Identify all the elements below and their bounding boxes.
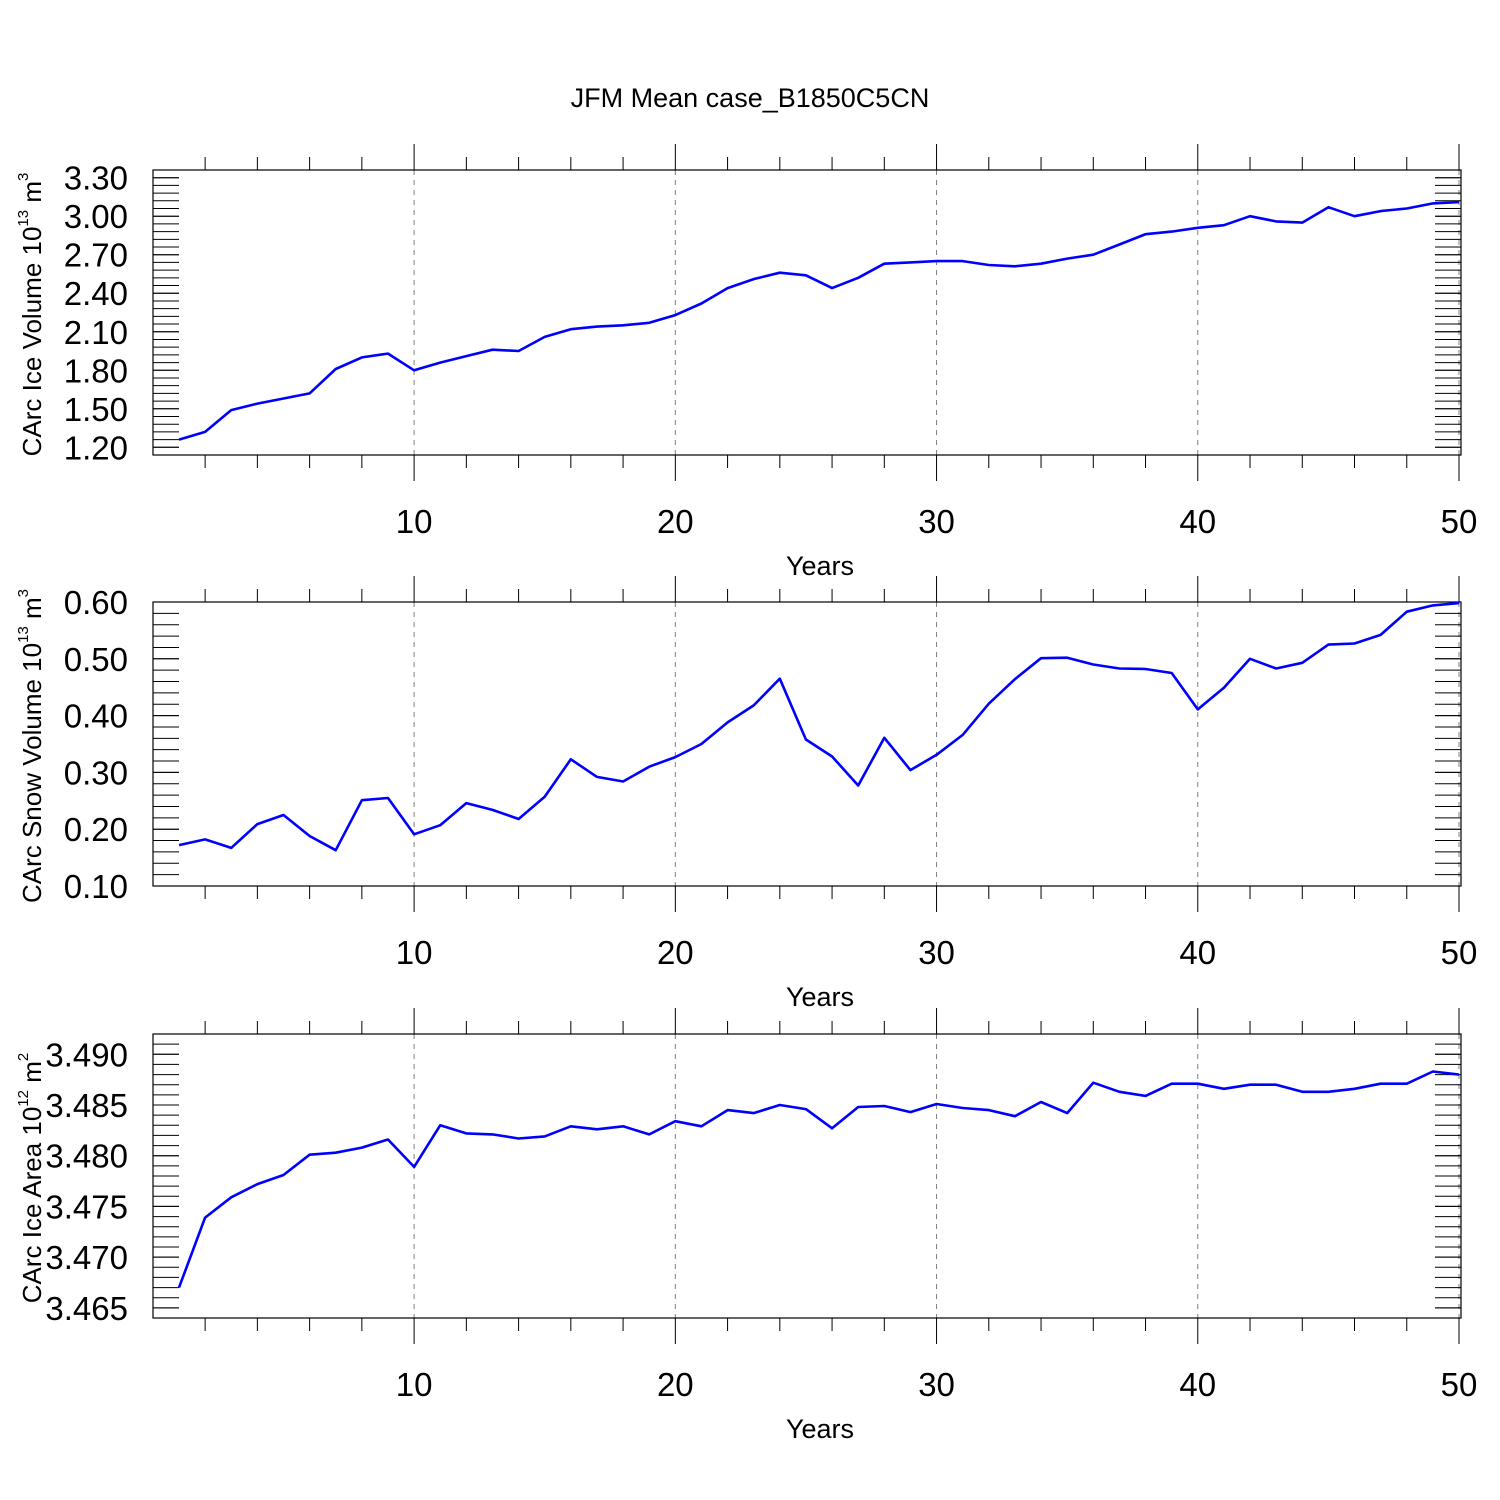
y-tick-label: 0.50 xyxy=(64,641,128,678)
y-tick-label: 2.40 xyxy=(64,275,128,312)
chart-title: JFM Mean case_B1850C5CN xyxy=(571,83,930,113)
y-tick-label: 3.30 xyxy=(64,160,128,197)
y-axis-label: CArc Ice Area 1012 m2 xyxy=(15,1053,47,1303)
x-tick-label: 20 xyxy=(657,934,694,971)
y-tick-label: 3.465 xyxy=(45,1290,128,1327)
y-tick-label: 2.70 xyxy=(64,237,128,274)
x-tick-label: 40 xyxy=(1179,934,1216,971)
y-tick-label: 0.60 xyxy=(64,584,128,621)
y-tick-label: 0.10 xyxy=(64,868,128,905)
plot-frame xyxy=(152,601,1462,887)
y-tick-label: 0.40 xyxy=(64,698,128,735)
x-tick-label: 50 xyxy=(1441,934,1478,971)
y-tick-label: 1.80 xyxy=(64,352,128,389)
series-line xyxy=(178,601,1460,852)
y-tick-label: 3.475 xyxy=(45,1188,128,1225)
series-line xyxy=(178,200,1460,441)
y-tick-label: 1.50 xyxy=(64,391,128,428)
x-tick-label: 10 xyxy=(396,1366,433,1403)
y-tick-label: 3.490 xyxy=(45,1036,128,1073)
x-tick-label: 40 xyxy=(1179,503,1216,540)
x-tick-label: 30 xyxy=(918,503,955,540)
x-tick-label: 40 xyxy=(1179,1366,1216,1403)
y-tick-label: 0.20 xyxy=(64,811,128,848)
x-tick-label: 20 xyxy=(657,503,694,540)
x-tick-label: 30 xyxy=(918,1366,955,1403)
plot-frame xyxy=(152,1033,1462,1319)
y-axis-label: CArc Ice Volume 1013 m3 xyxy=(15,173,47,457)
y-tick-label: 1.20 xyxy=(64,429,128,466)
x-axis-label: Years xyxy=(786,1414,854,1444)
y-tick-label: 3.00 xyxy=(64,198,128,235)
y-tick-label: 0.30 xyxy=(64,754,128,791)
x-axis-label: Years xyxy=(786,551,854,581)
chart-panel-2: 10 20 30 40 50 0.10 0.20 0.30 0.40 0.50 0.60 Years C… xyxy=(15,576,1477,1012)
x-tick-label: 50 xyxy=(1441,503,1478,540)
y-tick-label: 3.470 xyxy=(45,1239,128,1276)
chart-panel-3: 10 20 30 40 50 3.465 3.470 3.475 3.480 3.485 3.490… xyxy=(15,1008,1477,1444)
y-tick-label: 2.10 xyxy=(64,314,128,351)
x-tick-label: 10 xyxy=(396,503,433,540)
y-axis-label: CArc Snow Volume 1013 m3 xyxy=(15,589,47,903)
chart-panel-1: 10 20 30 40 50 1.201.501.802.102.402.703.003.… xyxy=(15,144,1477,581)
x-tick-label: 50 xyxy=(1441,1366,1478,1403)
y-tick-label: 3.485 xyxy=(45,1087,128,1124)
series-line xyxy=(177,1070,1460,1289)
x-axis-label: Years xyxy=(786,982,854,1012)
x-tick-label: 20 xyxy=(657,1366,694,1403)
x-tick-label: 30 xyxy=(918,934,955,971)
y-tick-label: 3.480 xyxy=(45,1138,128,1175)
plot-frame xyxy=(152,169,1462,456)
x-tick-label: 10 xyxy=(396,934,433,971)
